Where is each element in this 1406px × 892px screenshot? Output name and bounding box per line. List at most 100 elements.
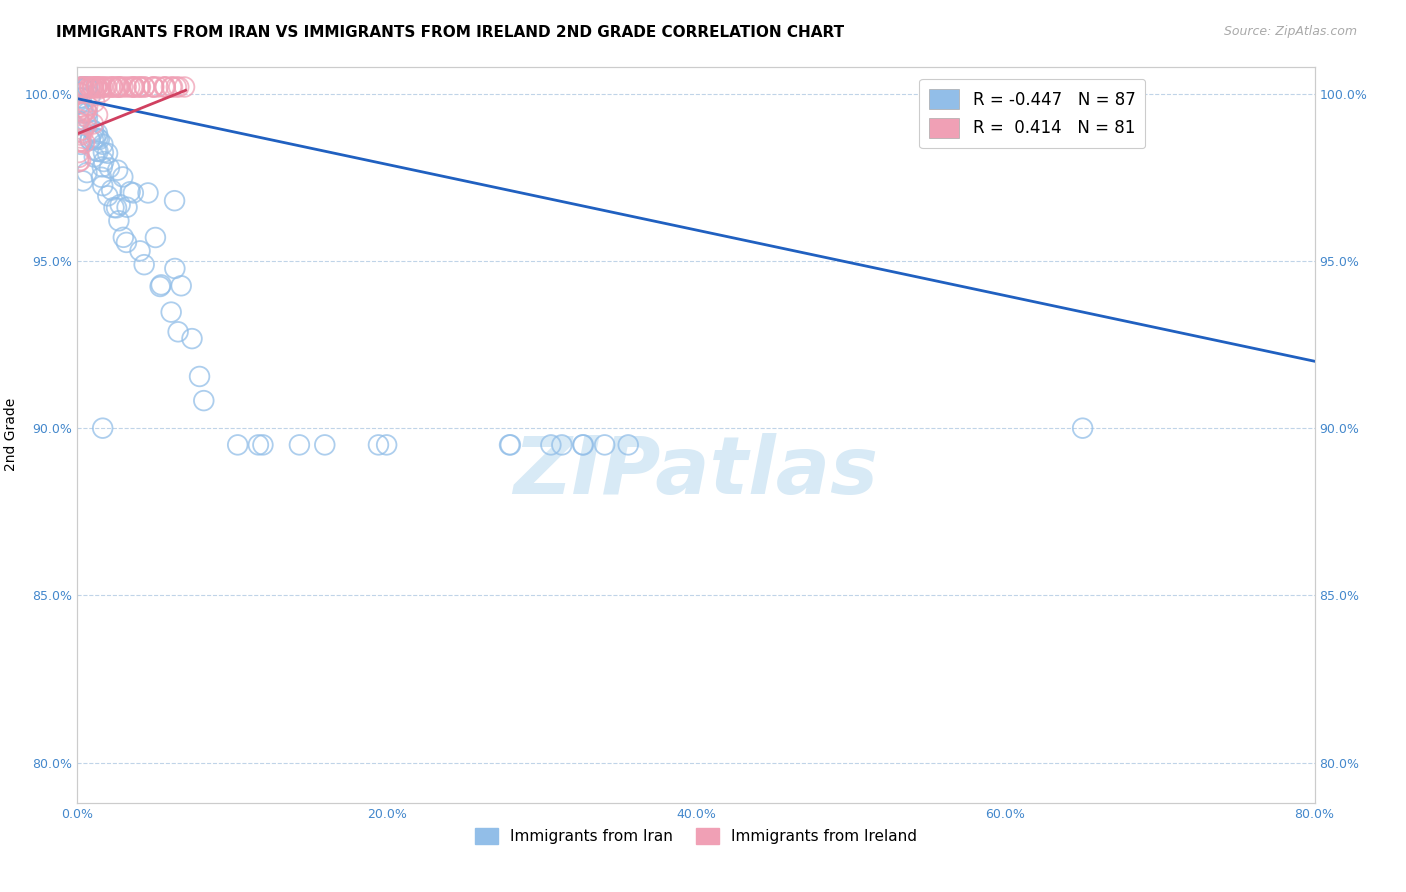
Y-axis label: 2nd Grade: 2nd Grade [4, 398, 18, 472]
Point [70, 137, 93, 152]
Point [108, 79, 131, 94]
Point [87, 145, 110, 159]
Point [163, 261, 186, 276]
Point [69, 153, 91, 168]
Point [70, 91, 93, 105]
Point [70, 135, 93, 149]
Point [124, 79, 146, 94]
Point [170, 278, 193, 293]
Point [107, 79, 129, 94]
Point [593, 438, 616, 452]
Point [128, 79, 150, 94]
Point [67, 154, 90, 169]
Point [70, 79, 93, 94]
Point [77, 79, 100, 94]
Point [72, 126, 94, 140]
Point [67, 145, 90, 160]
Point [571, 438, 593, 452]
Point [76, 99, 98, 113]
Point [67, 97, 90, 112]
Point [90, 79, 112, 94]
Point [160, 79, 183, 94]
Point [67, 112, 90, 127]
Point [153, 79, 176, 94]
Point [247, 438, 270, 452]
Legend: Immigrants from Iran, Immigrants from Ireland: Immigrants from Iran, Immigrants from Ir… [468, 822, 924, 850]
Point [112, 79, 135, 94]
Point [107, 163, 129, 178]
Point [128, 79, 150, 94]
Point [72, 174, 94, 188]
Point [86, 79, 108, 94]
Point [162, 79, 184, 94]
Point [93, 154, 115, 169]
Point [73, 79, 96, 94]
Point [69, 79, 91, 94]
Point [79, 81, 101, 95]
Point [67, 115, 90, 129]
Point [98, 161, 121, 175]
Point [72, 106, 94, 120]
Point [134, 258, 156, 272]
Point [72, 123, 94, 137]
Point [89, 79, 111, 94]
Point [73, 136, 96, 150]
Point [134, 79, 156, 94]
Point [188, 369, 211, 384]
Point [108, 79, 131, 94]
Point [107, 79, 129, 94]
Point [91, 137, 114, 152]
Point [111, 169, 134, 184]
Point [79, 133, 101, 147]
Point [87, 131, 110, 145]
Point [314, 438, 336, 452]
Point [101, 79, 124, 94]
Point [86, 108, 108, 122]
Point [97, 146, 120, 161]
Point [75, 79, 97, 94]
Point [551, 438, 574, 452]
Point [108, 197, 131, 211]
Point [72, 79, 94, 94]
Point [112, 230, 135, 244]
Point [101, 79, 124, 94]
Point [86, 126, 108, 140]
Point [150, 277, 173, 292]
Point [79, 133, 101, 147]
Point [97, 189, 120, 203]
Point [73, 79, 96, 94]
Point [1071, 421, 1094, 435]
Point [83, 150, 105, 164]
Point [70, 79, 93, 94]
Point [75, 103, 97, 118]
Point [86, 79, 108, 94]
Point [288, 438, 311, 452]
Point [252, 438, 274, 452]
Point [155, 79, 177, 94]
Point [67, 104, 90, 119]
Point [145, 230, 167, 244]
Point [90, 85, 112, 99]
Point [83, 124, 105, 138]
Text: Source: ZipAtlas.com: Source: ZipAtlas.com [1223, 25, 1357, 38]
Point [226, 438, 249, 452]
Point [93, 145, 115, 160]
Point [70, 87, 93, 101]
Point [96, 79, 118, 94]
Point [67, 81, 90, 95]
Point [142, 79, 165, 94]
Point [122, 79, 145, 94]
Point [89, 132, 111, 146]
Point [163, 194, 186, 208]
Point [67, 135, 90, 149]
Point [134, 79, 156, 94]
Point [76, 79, 98, 94]
Text: ZIPatlas: ZIPatlas [513, 433, 879, 510]
Point [86, 79, 108, 94]
Point [136, 186, 159, 200]
Point [84, 131, 107, 145]
Point [617, 438, 640, 452]
Point [84, 79, 107, 94]
Point [83, 79, 105, 94]
Point [120, 185, 142, 199]
